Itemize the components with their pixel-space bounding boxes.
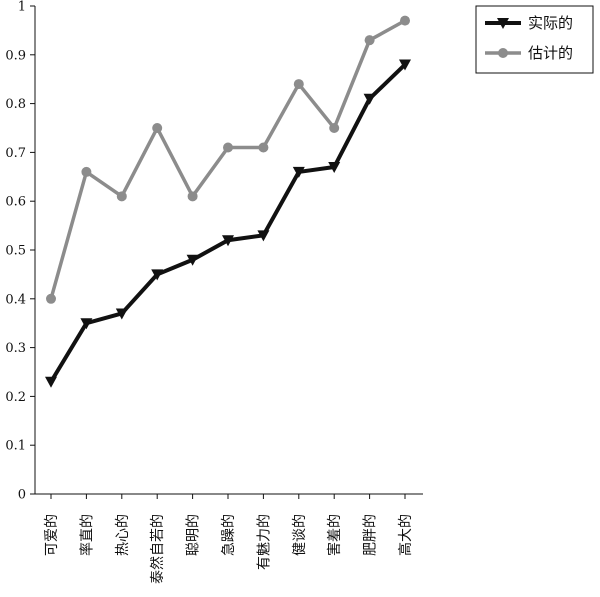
data-point — [223, 142, 233, 153]
x-tick-label: 肥胖的 — [363, 514, 379, 556]
legend-marker — [498, 48, 508, 58]
series-line — [49, 19, 406, 300]
x-tick-label: 可爱的 — [44, 514, 60, 556]
y-tick-label: 0.6 — [5, 195, 26, 210]
data-point — [80, 318, 93, 330]
data-point — [81, 166, 92, 177]
y-ticks: 0 0.1 0.2 0.3 0.4 0.5 0.6 0.7 0.8 0.9 1 — [5, 0, 35, 503]
data-point — [363, 93, 376, 105]
data-point — [45, 376, 57, 388]
y-tick-label: 0.7 — [5, 146, 26, 161]
y-tick-label: 0.1 — [5, 439, 26, 454]
data-point — [46, 293, 56, 304]
data-point — [329, 123, 340, 133]
y-tick-label: 0.3 — [5, 341, 26, 356]
x-tick-label: 热心的 — [115, 514, 131, 556]
y-tick-label: 1 — [18, 0, 26, 15]
data-point — [186, 254, 199, 266]
legend-entry: 估计的 — [485, 44, 573, 62]
data-point — [116, 191, 127, 202]
legend-box — [475, 5, 594, 74]
legend-marker — [497, 18, 509, 29]
y-tick-label: 0 — [18, 488, 26, 503]
y-tick-label: 0.9 — [5, 48, 26, 63]
x-tick-label: 急躁的 — [221, 514, 237, 556]
data-point — [328, 162, 341, 174]
data-point — [115, 308, 128, 320]
x-tick-label: 聪明的 — [186, 514, 202, 556]
data-point — [400, 15, 410, 26]
x-ticks: 可爱的 率直的 热心的 泰然自若的 聪明的 急躁的 有魅力的 健谈的 害羞的 肥胖的 高大的 — [44, 494, 414, 584]
data-point — [399, 59, 411, 71]
x-tick-label: 率直的 — [78, 514, 95, 556]
x-tick-label: 泰然自若的 — [149, 514, 166, 584]
data-point — [222, 235, 234, 247]
series-layer — [45, 15, 411, 388]
legend-label: 实际的 — [528, 14, 573, 32]
y-tick-label: 0.2 — [5, 390, 26, 405]
data-point — [151, 269, 164, 281]
y-tick-label: 0.4 — [5, 292, 26, 307]
data-point — [293, 79, 304, 90]
legend-label: 估计的 — [528, 44, 573, 62]
axes — [34, 6, 423, 495]
x-tick-label: 健谈的 — [292, 514, 308, 556]
x-tick-label: 害羞的 — [327, 514, 343, 556]
x-tick-label: 高大的 — [397, 514, 414, 556]
y-tick-label: 0.5 — [5, 244, 26, 259]
data-point — [257, 230, 270, 242]
series-actual — [45, 59, 411, 388]
series-estimated — [46, 15, 410, 304]
y-tick-label: 0.8 — [5, 97, 26, 112]
data-point — [187, 191, 198, 202]
data-point — [292, 166, 305, 178]
legend-entry: 实际的 — [485, 14, 573, 32]
series-line — [49, 63, 407, 383]
data-point — [258, 142, 269, 153]
data-point — [364, 35, 375, 46]
data-point — [152, 123, 163, 133]
x-tick-label: 有魅力的 — [256, 514, 272, 570]
